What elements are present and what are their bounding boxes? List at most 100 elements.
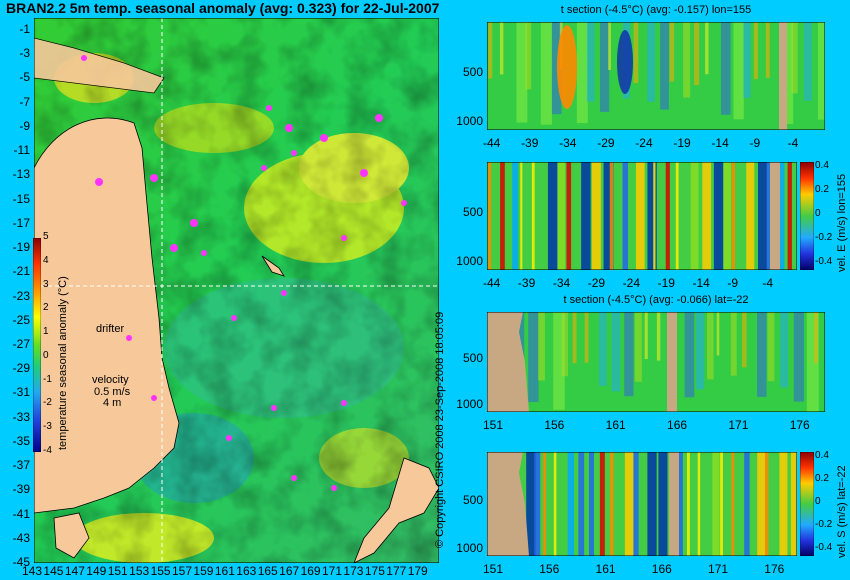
map-lat-tick: -25 <box>12 312 30 327</box>
map-lat-tick: -23 <box>12 288 30 303</box>
map-lon-tick: 161 <box>214 564 235 578</box>
section-colorbar-tick: 0 <box>815 496 821 507</box>
section-depth-tick: 1000 <box>456 114 483 129</box>
map-colorbar-tick: -3 <box>43 421 52 433</box>
map-lat-tick: -21 <box>12 264 30 279</box>
section-x-tick: -9 <box>727 276 739 290</box>
map-lon-tick: 147 <box>64 564 85 578</box>
map-lat-tick: -45 <box>12 555 30 569</box>
section-x-tick: 161 <box>605 418 626 432</box>
section-colorbar-label: vel. E (m/s) lon=155 <box>836 173 848 272</box>
section-colorbar-tick: 0 <box>815 208 821 219</box>
section-colorbar-tick: -0.4 <box>815 542 833 553</box>
map-lon-tick: 175 <box>364 564 385 578</box>
section-x-tick: -34 <box>559 136 577 150</box>
map-lon-tick: 173 <box>343 564 364 578</box>
copyright-text: © Copyright CSIRO 2008 23-Sep-2008 18:05… <box>434 311 446 548</box>
map-colorbar-tick: 1 <box>43 326 49 338</box>
section-x-tick: -19 <box>673 136 691 150</box>
map-lat-tick: -5 <box>19 70 30 85</box>
new-caledonia-land <box>261 255 285 277</box>
section-x-tick: -19 <box>657 276 675 290</box>
map-lon-tick: 165 <box>257 564 278 578</box>
section-plot <box>487 312 825 412</box>
section-plot <box>487 452 797 556</box>
map-lat-tick: -13 <box>12 167 30 182</box>
section-x-tick: -4 <box>787 136 799 150</box>
australia-land <box>34 117 180 514</box>
map-lat-tick: -3 <box>19 46 30 61</box>
section-colorbar-tick: -0.2 <box>815 519 833 530</box>
map-lon-tick: 167 <box>279 564 300 578</box>
section-plot <box>487 162 797 270</box>
section-colorbar-tick: 0.2 <box>815 473 829 484</box>
section-x-tick: -34 <box>552 276 571 290</box>
map-lon-tick: 177 <box>386 564 407 578</box>
map-colorbar-tick: -2 <box>43 397 52 409</box>
section-x-tick: 171 <box>728 418 749 432</box>
map-colorbar-tick: 3 <box>43 278 49 290</box>
section-colorbar-tick: 0.4 <box>815 160 829 171</box>
section-depth-tick: 1000 <box>456 254 483 269</box>
map-lon-tick: 145 <box>43 564 64 578</box>
map-lon-tick: 157 <box>172 564 193 578</box>
section-colorbar <box>800 162 814 270</box>
new-zealand-land <box>353 457 439 563</box>
section-title: t section (-4.5°C) (avg: -0.066) lat=-22 <box>563 294 749 306</box>
section-x-tick: -4 <box>762 276 774 290</box>
section-colorbar <box>800 452 814 556</box>
map-lon-tick: 179 <box>407 564 428 578</box>
section-colorbar-tick: 0.4 <box>815 450 829 461</box>
section-x-tick: 156 <box>539 562 560 576</box>
map-lat-tick: -37 <box>12 458 30 473</box>
map-lat-tick: -39 <box>12 482 30 497</box>
map-colorbar-title: temperature seasonal anomaly (°C) <box>57 276 69 450</box>
map-lat-tick: -35 <box>12 433 30 448</box>
map-lat-tick: -27 <box>12 336 30 351</box>
map-lon-tick: 159 <box>193 564 214 578</box>
section-colorbar-label: vel. S (m/s) lat=-22 <box>836 465 848 558</box>
map-lat-tick: -1 <box>19 22 30 36</box>
map-colorbar-tick: -1 <box>43 373 52 385</box>
map-lat-tick: -29 <box>12 361 30 376</box>
section-depth-tick: 500 <box>462 351 483 365</box>
velocity-label: velocity <box>92 374 129 386</box>
section-depth-tick: 500 <box>462 64 483 79</box>
map-lat-tick: -11 <box>13 143 30 158</box>
section-x-tick: 151 <box>483 562 504 576</box>
map-lat-tick: -17 <box>12 215 30 230</box>
map-lon-tick: 151 <box>107 564 128 578</box>
section-depth-tick: 500 <box>462 492 483 507</box>
map-lat-tick: -9 <box>19 118 30 133</box>
map-colorbar-tick: -4 <box>43 445 52 456</box>
drifter-label: drifter <box>96 323 125 335</box>
section-x-tick: -44 <box>483 136 501 150</box>
map-colorbar-tick: 4 <box>43 254 49 266</box>
map-colorbar-tick: 0 <box>43 349 49 361</box>
section-x-tick: -14 <box>692 276 710 290</box>
map-colorbar <box>33 238 41 452</box>
map-plot <box>34 18 439 563</box>
section-depth-tick: 500 <box>462 204 483 219</box>
section-plot <box>487 22 825 130</box>
map-lon-tick: 163 <box>236 564 257 578</box>
section-x-tick: -14 <box>711 136 729 150</box>
section-x-tick: 156 <box>544 418 565 432</box>
velocity-scale-depth: 4 m <box>103 397 122 409</box>
map-lat-tick: -41 <box>12 506 30 521</box>
map-lat-tick: -31 <box>12 385 30 400</box>
section-colorbar-tick: -0.4 <box>815 256 833 267</box>
figure-title: BRAN2.2 5m temp. seasonal anomaly (avg: … <box>6 0 440 16</box>
section-x-tick: -39 <box>521 136 539 150</box>
section-x-tick: -44 <box>483 276 501 290</box>
velocity-scale-value: 0.5 m/s <box>94 386 131 398</box>
section-x-tick: 166 <box>667 418 688 432</box>
section-x-tick: -29 <box>597 136 615 150</box>
section-x-tick: -29 <box>587 276 606 290</box>
section-colorbar-tick: -0.2 <box>815 232 833 243</box>
section-x-tick: -24 <box>635 136 653 150</box>
map-lon-tick: 169 <box>300 564 321 578</box>
map-lat-tick: -33 <box>12 409 30 424</box>
section-x-tick: -24 <box>622 276 641 290</box>
section-depth-tick: 1000 <box>456 397 483 411</box>
